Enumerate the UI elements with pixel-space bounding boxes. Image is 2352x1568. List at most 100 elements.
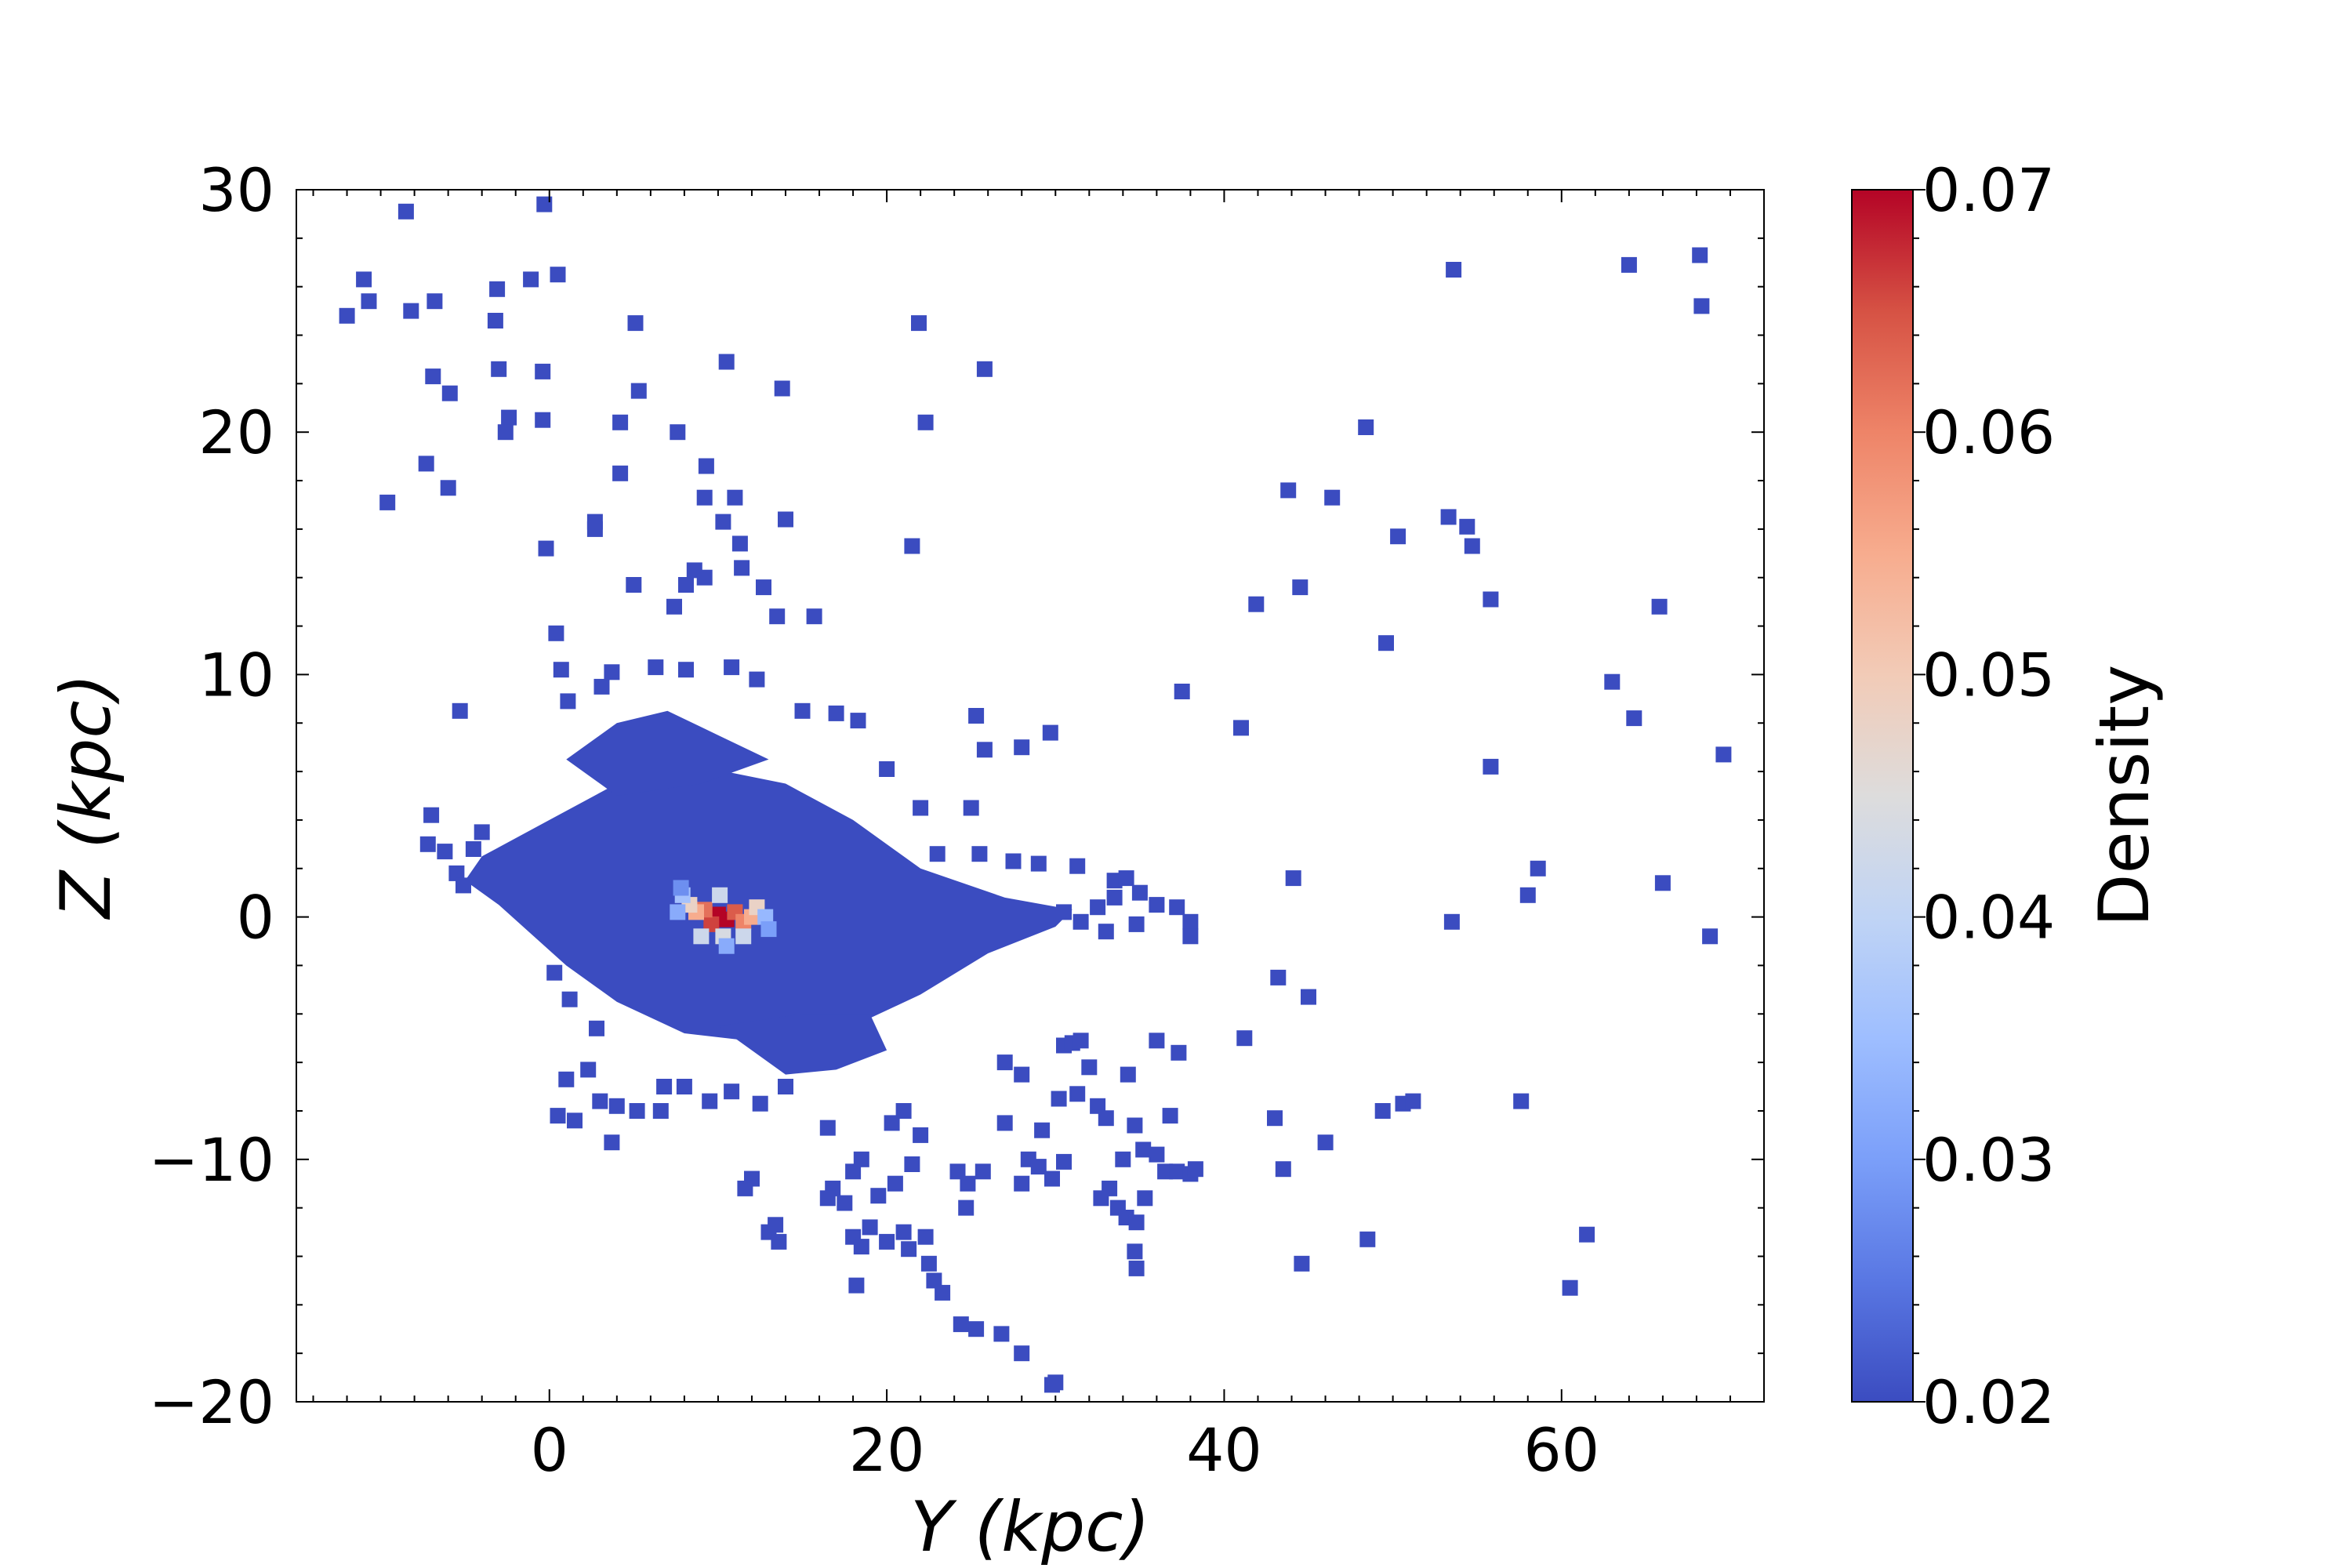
data-point — [996, 1054, 1013, 1071]
data-point — [426, 293, 443, 310]
x-axis-label: Y (kpc) — [910, 1486, 1150, 1567]
colorbar-tick-label: 0.04 — [1922, 883, 2055, 953]
data-point — [853, 1239, 869, 1255]
data-point — [1519, 887, 1536, 903]
data-point — [1378, 635, 1394, 652]
data-point — [1405, 1093, 1421, 1109]
data-point — [702, 1093, 718, 1109]
data-point — [848, 1277, 865, 1294]
data-point — [456, 877, 471, 894]
data-point — [1651, 598, 1668, 615]
data-point — [737, 1180, 753, 1196]
data-point — [1267, 1110, 1283, 1127]
data-point — [441, 385, 458, 401]
colorbar-ticks: 0.02 0.03 0.04 0.05 0.06 0.07 — [1913, 155, 2055, 1437]
data-point — [1034, 1122, 1051, 1138]
data-point — [879, 1233, 895, 1250]
x-tick-label: 0 — [531, 1415, 568, 1485]
data-point — [1621, 256, 1637, 273]
data-point — [1081, 1059, 1098, 1076]
data-point — [774, 380, 790, 397]
data-point — [592, 1093, 608, 1109]
data-point — [895, 1103, 912, 1119]
data-point — [1169, 1163, 1185, 1180]
data-point — [1106, 889, 1123, 906]
data-point — [1702, 928, 1719, 945]
data-point — [1182, 928, 1199, 945]
colorbar-tick-label: 0.02 — [1922, 1367, 2055, 1437]
data-point — [752, 1095, 768, 1112]
data-point — [724, 659, 740, 676]
data-point — [850, 713, 866, 729]
data-point — [558, 1071, 575, 1087]
data-point — [487, 313, 503, 328]
cluster-upper-lobe — [566, 710, 769, 796]
data-point — [1127, 1117, 1143, 1134]
data-point — [1030, 1159, 1047, 1175]
data-point — [437, 844, 453, 860]
data-point — [1073, 913, 1089, 930]
data-point — [1294, 1255, 1310, 1272]
data-point — [1715, 746, 1732, 763]
data-point — [1182, 913, 1199, 930]
data-point — [1443, 913, 1460, 930]
data-point — [1579, 1226, 1595, 1243]
data-point — [712, 887, 728, 903]
data-point — [778, 1079, 793, 1094]
data-point — [1562, 1279, 1578, 1296]
data-point — [1464, 538, 1480, 554]
data-point — [418, 456, 434, 472]
data-point — [1459, 518, 1475, 535]
data-point — [1005, 853, 1022, 869]
y-tick-label: 10 — [198, 640, 274, 710]
data-point — [806, 608, 822, 625]
data-point — [423, 807, 440, 823]
data-point — [627, 315, 644, 332]
data-point — [580, 1062, 597, 1078]
x-axis-ticks: 0 20 40 60 — [312, 190, 1765, 1485]
colorbar-tick-label: 0.03 — [1922, 1125, 2055, 1195]
data-point — [652, 1103, 669, 1119]
data-point — [828, 705, 844, 721]
data-point — [735, 928, 752, 945]
data-point — [676, 1079, 692, 1094]
data-point — [879, 761, 895, 777]
y-axis-ticks: −20 −10 0 10 20 30 — [149, 155, 1764, 1437]
data-point — [670, 424, 686, 441]
data-point — [929, 846, 946, 862]
data-point — [678, 662, 694, 678]
data-point — [560, 693, 576, 710]
data-point — [884, 1115, 900, 1131]
data-point — [1275, 1161, 1291, 1178]
data-point — [440, 480, 456, 496]
data-point — [819, 1120, 836, 1136]
data-point — [1530, 860, 1546, 877]
data-point — [724, 1083, 740, 1100]
data-point — [1030, 855, 1047, 872]
data-point — [1359, 1231, 1376, 1247]
data-point — [538, 540, 554, 557]
data-point — [666, 598, 682, 615]
y-tick-label: −20 — [149, 1367, 274, 1437]
data-point — [771, 1233, 787, 1250]
data-point — [1014, 1345, 1030, 1362]
data-point — [696, 489, 713, 506]
data-point — [1069, 1086, 1086, 1102]
data-point — [361, 293, 377, 310]
data-point — [1073, 1033, 1089, 1049]
data-point — [1090, 1098, 1106, 1114]
data-points — [339, 196, 1732, 1393]
data-point — [1090, 899, 1106, 916]
data-point — [1390, 528, 1406, 545]
data-point — [1162, 1108, 1178, 1124]
data-point — [339, 307, 355, 324]
data-point — [1693, 298, 1710, 314]
data-point — [1301, 989, 1316, 1005]
data-point — [648, 659, 664, 676]
y-tick-label: 0 — [237, 883, 274, 953]
data-point — [794, 702, 811, 719]
x-tick-label: 60 — [1523, 1415, 1599, 1485]
data-point — [768, 1217, 784, 1233]
